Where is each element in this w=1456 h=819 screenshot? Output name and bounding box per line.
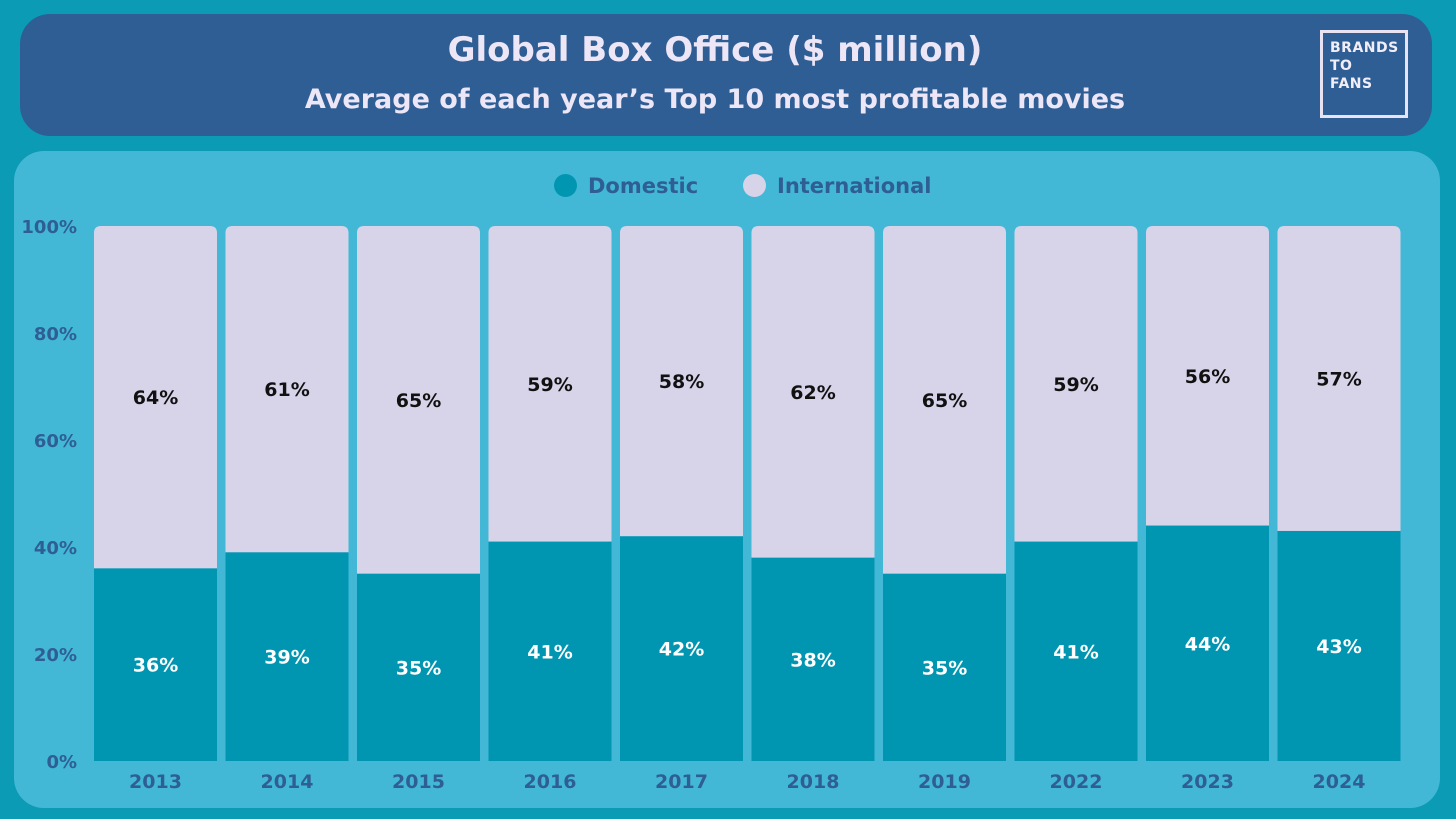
y-tick-label: 80% bbox=[34, 324, 77, 345]
logo-line-1: BRANDS bbox=[1330, 40, 1399, 56]
chart-title: Global Box Office ($ million) bbox=[447, 30, 983, 70]
data-label-international-2023: 56% bbox=[1185, 366, 1230, 388]
brands-to-fans-logo: BRANDS TO FANS bbox=[1320, 30, 1408, 118]
bar-international-2024 bbox=[1277, 226, 1401, 531]
data-label-international-2017: 58% bbox=[659, 371, 704, 393]
bar-international-2014 bbox=[225, 226, 349, 553]
data-label-international-2015: 65% bbox=[396, 390, 441, 412]
bar-domestic-2023 bbox=[1146, 525, 1269, 761]
x-tick-label-2017: 2017 bbox=[655, 771, 708, 793]
data-label-domestic-2023: 44% bbox=[1185, 633, 1230, 655]
bar-international-2022 bbox=[1014, 226, 1138, 542]
bar-domestic-2024 bbox=[1277, 530, 1401, 761]
legend-swatch-domestic bbox=[554, 174, 577, 197]
header-banner bbox=[20, 14, 1432, 136]
data-label-domestic-2022: 41% bbox=[1053, 641, 1098, 663]
data-label-domestic-2019: 35% bbox=[922, 657, 967, 679]
data-label-domestic-2024: 43% bbox=[1316, 636, 1361, 658]
x-tick-label-2014: 2014 bbox=[261, 771, 314, 793]
y-tick-label: 40% bbox=[34, 538, 77, 559]
bar-international-2019 bbox=[883, 226, 1006, 574]
logo-line-3: FANS bbox=[1330, 76, 1373, 92]
data-label-domestic-2015: 35% bbox=[396, 657, 441, 679]
y-tick-label: 60% bbox=[34, 431, 77, 452]
legend-label-domestic: Domestic bbox=[588, 174, 699, 198]
x-tick-label-2019: 2019 bbox=[918, 771, 971, 793]
chart-subtitle: Average of each year’s Top 10 most profi… bbox=[304, 84, 1126, 115]
bar-international-2013 bbox=[94, 226, 217, 569]
x-tick-label-2018: 2018 bbox=[787, 771, 840, 793]
bar-domestic-2016 bbox=[488, 541, 612, 761]
bar-domestic-2013 bbox=[94, 568, 217, 761]
data-label-domestic-2016: 41% bbox=[527, 641, 572, 663]
data-label-international-2013: 64% bbox=[133, 387, 178, 409]
legend-label-international: International bbox=[777, 174, 932, 198]
y-tick-label: 20% bbox=[34, 645, 77, 666]
bar-international-2023 bbox=[1146, 226, 1269, 526]
data-label-international-2022: 59% bbox=[1053, 374, 1098, 396]
x-tick-label-2015: 2015 bbox=[392, 771, 445, 793]
bar-international-2015 bbox=[357, 226, 480, 574]
bar-international-2017 bbox=[620, 226, 743, 537]
bar-domestic-2017 bbox=[620, 536, 743, 761]
legend-swatch-international bbox=[743, 174, 766, 197]
data-label-international-2014: 61% bbox=[264, 379, 309, 401]
bar-domestic-2015 bbox=[357, 573, 480, 761]
data-label-international-2024: 57% bbox=[1316, 368, 1361, 390]
data-label-domestic-2017: 42% bbox=[659, 639, 704, 661]
logo-line-2: TO bbox=[1330, 58, 1353, 74]
data-label-domestic-2014: 39% bbox=[264, 647, 309, 669]
x-tick-label-2024: 2024 bbox=[1313, 771, 1366, 793]
bar-domestic-2022 bbox=[1014, 541, 1138, 761]
x-tick-label-2013: 2013 bbox=[129, 771, 182, 793]
x-tick-label-2023: 2023 bbox=[1181, 771, 1234, 793]
data-label-domestic-2018: 38% bbox=[790, 649, 835, 671]
y-tick-label: 100% bbox=[21, 217, 77, 238]
data-label-international-2016: 59% bbox=[527, 374, 572, 396]
bar-international-2016 bbox=[488, 226, 612, 542]
x-tick-label-2016: 2016 bbox=[524, 771, 577, 793]
chart-legend: Domestic International bbox=[0, 170, 1456, 202]
data-label-international-2018: 62% bbox=[790, 382, 835, 404]
bar-domestic-2019 bbox=[883, 573, 1006, 761]
bar-international-2018 bbox=[751, 226, 875, 558]
bar-domestic-2018 bbox=[751, 557, 875, 761]
y-tick-label: 0% bbox=[46, 752, 77, 773]
data-label-international-2019: 65% bbox=[922, 390, 967, 412]
data-label-domestic-2013: 36% bbox=[133, 655, 178, 677]
x-tick-label-2022: 2022 bbox=[1050, 771, 1103, 793]
bar-domestic-2014 bbox=[225, 552, 349, 761]
